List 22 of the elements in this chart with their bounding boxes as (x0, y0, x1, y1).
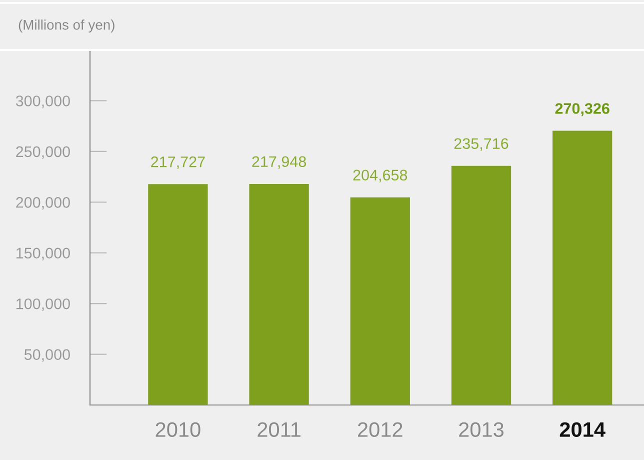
data-label: 217,948 (252, 156, 306, 169)
y-tick-label: 250,000 (16, 146, 70, 159)
y-axis-title: (Millions of yen) (18, 20, 114, 32)
x-tick-label: 2014 (560, 422, 606, 437)
y-tick-label: 100,000 (16, 298, 70, 312)
bar (350, 197, 410, 405)
data-label: 204,658 (353, 170, 408, 182)
x-tick-label: 2011 (258, 422, 300, 437)
bar (552, 130, 612, 405)
y-tick-label: 200,000 (16, 197, 70, 210)
y-tick-label: 50,000 (24, 349, 70, 362)
x-tick-label: 2010 (156, 422, 200, 437)
y-tick-label: 300,000 (16, 96, 70, 108)
x-tick-label: 2012 (358, 422, 402, 437)
x-tick-label: 2013 (459, 422, 504, 437)
bar (148, 184, 208, 405)
bar (451, 166, 512, 405)
data-label: 270,326 (555, 103, 610, 116)
data-label: 235,716 (454, 138, 508, 151)
y-tick-label: 150,000 (16, 248, 70, 260)
bar (249, 184, 309, 405)
data-label: 217,727 (151, 156, 205, 170)
